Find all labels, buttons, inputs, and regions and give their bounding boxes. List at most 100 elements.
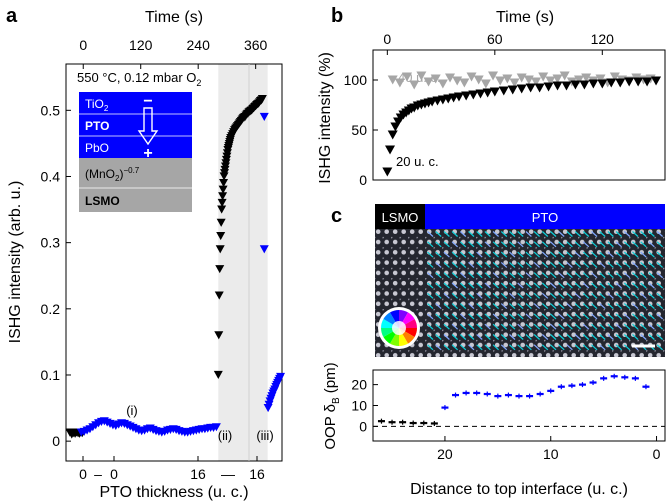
displacement-arrow bbox=[632, 231, 639, 237]
data-point bbox=[475, 89, 486, 99]
displacement-arrow bbox=[640, 334, 647, 340]
displacement-arrow bbox=[451, 282, 459, 289]
displacement-arrow bbox=[484, 303, 491, 310]
data-point bbox=[498, 86, 509, 96]
displacement-arrow bbox=[632, 282, 639, 289]
data-point bbox=[216, 218, 226, 227]
displacement-arrow bbox=[574, 313, 582, 320]
displacement-arrow bbox=[435, 303, 442, 310]
displacement-arrow bbox=[525, 323, 532, 330]
displacement-arrow bbox=[500, 323, 508, 330]
displacement-arrow bbox=[492, 344, 500, 351]
a-bottom-tick-label: 0 bbox=[110, 466, 118, 482]
displacement-arrow bbox=[451, 241, 459, 248]
displacement-arrow bbox=[566, 303, 573, 310]
displacement-arrow bbox=[656, 282, 664, 289]
displacement-arrow bbox=[607, 282, 614, 289]
displacement-arrow bbox=[591, 292, 598, 299]
data-point bbox=[214, 331, 224, 340]
data-point bbox=[445, 73, 456, 83]
displacement-arrow bbox=[550, 272, 557, 279]
displacement-arrow bbox=[459, 292, 467, 299]
a-top-tick-label: 120 bbox=[129, 37, 153, 53]
displacement-arrow bbox=[607, 231, 614, 237]
displacement-arrow bbox=[632, 292, 639, 299]
displacement-arrow bbox=[476, 231, 483, 237]
displacement-arrow bbox=[648, 282, 655, 289]
displacement-arrow bbox=[623, 231, 631, 237]
displacement-arrow bbox=[607, 261, 614, 268]
displacement-arrow bbox=[500, 334, 508, 340]
displacement-arrow bbox=[591, 303, 598, 310]
displacement-arrow bbox=[484, 292, 491, 299]
a-top-tick-label: 240 bbox=[187, 37, 211, 53]
pto-bar-label: PTO bbox=[532, 210, 559, 225]
displacement-arrow bbox=[476, 241, 483, 248]
a-y-tick-label: 0 bbox=[52, 433, 60, 449]
displacement-arrow bbox=[500, 241, 508, 248]
displacement-arrow bbox=[656, 272, 664, 279]
displacement-arrow bbox=[566, 323, 573, 330]
data-point bbox=[473, 75, 484, 85]
displacement-arrow bbox=[468, 261, 475, 268]
displacement-arrow bbox=[525, 272, 532, 279]
displacement-arrow bbox=[517, 323, 524, 330]
data-point bbox=[525, 83, 536, 93]
data-point bbox=[531, 77, 542, 87]
data-point bbox=[257, 95, 267, 104]
displacement-arrow bbox=[468, 272, 475, 279]
displacement-arrow bbox=[476, 303, 483, 310]
displacement-arrow bbox=[541, 241, 549, 248]
displacement-arrow bbox=[558, 313, 565, 320]
c-y-tick-label: 20 bbox=[351, 377, 367, 393]
displacement-arrow bbox=[599, 303, 606, 310]
data-point bbox=[221, 155, 231, 164]
displacement-arrow bbox=[492, 303, 500, 310]
displacement-arrow bbox=[476, 282, 483, 289]
displacement-arrow bbox=[599, 282, 606, 289]
lsmo-bar bbox=[375, 204, 425, 229]
displacement-arrow bbox=[656, 261, 664, 268]
displacement-arrow bbox=[468, 313, 475, 320]
displacement-arrow bbox=[623, 251, 631, 258]
c-y-axis-label: OOP δB (pm) bbox=[322, 362, 342, 449]
displacement-arrow bbox=[550, 292, 557, 299]
displacement-arrow bbox=[533, 272, 541, 279]
displacement-arrow bbox=[484, 251, 491, 258]
data-point bbox=[452, 76, 463, 86]
displacement-arrow bbox=[591, 272, 598, 279]
displacement-arrow bbox=[492, 323, 500, 330]
displacement-arrow bbox=[656, 303, 664, 310]
displacement-arrow bbox=[623, 292, 631, 299]
displacement-arrow bbox=[558, 344, 565, 351]
c-x-tick-label: 10 bbox=[543, 446, 559, 462]
displacement-arrow bbox=[484, 261, 491, 268]
b-x-tick-label: 120 bbox=[591, 31, 615, 47]
data-point bbox=[545, 76, 556, 86]
color-wheel-icon bbox=[381, 310, 417, 346]
displacement-arrow bbox=[492, 282, 500, 289]
displacement-arrow bbox=[451, 334, 459, 340]
data-point bbox=[459, 78, 470, 88]
displacement-arrow bbox=[648, 241, 655, 248]
axes-box-a bbox=[65, 63, 283, 462]
displacement-arrow bbox=[648, 303, 655, 310]
a-y-tick-label: 0.5 bbox=[41, 102, 61, 118]
displacement-arrow bbox=[607, 323, 614, 330]
displacement-arrow bbox=[640, 241, 647, 248]
a-bottom-tick-label: 0 bbox=[79, 466, 87, 482]
pto-bar bbox=[425, 204, 665, 229]
displacement-arrow bbox=[591, 241, 598, 248]
data-point bbox=[222, 149, 232, 158]
displacement-arrow bbox=[443, 313, 450, 320]
displacement-arrow bbox=[550, 334, 557, 340]
displacement-arrow bbox=[599, 261, 606, 268]
data-point bbox=[220, 169, 230, 178]
displacement-arrow bbox=[427, 303, 434, 310]
displacement-arrow bbox=[607, 303, 614, 310]
data-point bbox=[217, 198, 227, 207]
displacement-arrow bbox=[459, 231, 467, 237]
data-point bbox=[624, 77, 635, 87]
data-point bbox=[437, 79, 448, 89]
